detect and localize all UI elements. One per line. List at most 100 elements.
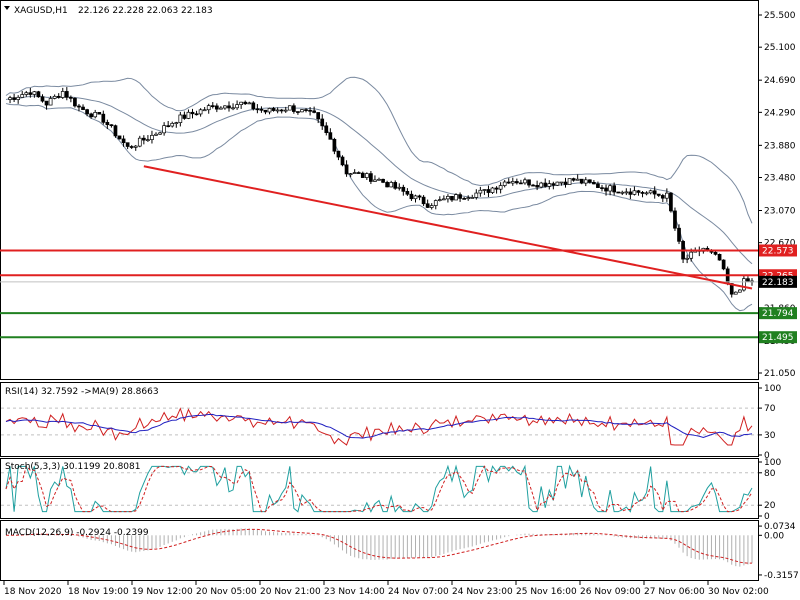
horizontal-levels[interactable] — [0, 249, 758, 339]
candle-body — [214, 105, 219, 110]
level-tag — [759, 307, 797, 320]
candle-body — [324, 125, 329, 133]
candle-body — [178, 114, 183, 123]
candle-body — [519, 182, 523, 185]
candle-body — [20, 94, 25, 98]
candle-body — [486, 189, 491, 193]
candle-body — [308, 109, 312, 112]
candle-body — [636, 190, 641, 193]
candle-body — [665, 192, 669, 199]
level-tag-label: 21.794 — [762, 309, 794, 319]
candle-body — [660, 195, 665, 199]
current-price-tag — [759, 275, 797, 288]
candle-body — [162, 125, 166, 134]
candle-body — [381, 178, 385, 183]
candle-body — [243, 101, 248, 105]
axes: 25.500 25.100 24.690 24.290 23.880 23.480 23.0… — [3, 11, 799, 597]
candle-body — [271, 108, 276, 111]
candle-body — [567, 178, 572, 185]
main-pane[interactable] — [0, 0, 759, 380]
candle-body — [604, 187, 608, 192]
candle-body — [275, 109, 280, 112]
candle-body — [166, 125, 171, 128]
candle-body — [336, 150, 341, 158]
candle-body — [352, 172, 357, 175]
candle-body — [251, 102, 256, 110]
candle-body — [340, 156, 345, 166]
rsi-tick-label: 70 — [764, 404, 776, 414]
time-tick-label: 19 Nov 12:00 — [132, 587, 193, 597]
candle-body — [510, 181, 515, 184]
candle-body — [575, 178, 580, 181]
candle-body — [482, 189, 487, 191]
ohlc-values: 22.126 22.228 22.063 22.183 — [78, 6, 213, 16]
candle-body — [146, 139, 150, 141]
candle-body — [490, 187, 495, 193]
candle-body — [279, 109, 284, 112]
candle-body — [612, 185, 617, 193]
candle-body — [77, 105, 81, 108]
candle-body — [296, 111, 300, 113]
candle-body — [235, 104, 239, 109]
candle-body — [73, 97, 77, 107]
candle-body — [44, 100, 49, 106]
stoch-label: Stoch(5,3,3) 30.1199 20.8081 — [5, 462, 140, 472]
candle-body — [506, 181, 511, 184]
bollinger-middle — [5, 95, 753, 265]
candle-body — [592, 182, 596, 185]
candle-body — [596, 183, 600, 188]
candle-body — [446, 196, 450, 200]
stoch-tick-label: 80 — [764, 469, 776, 479]
candle-body — [389, 182, 394, 188]
time-tick-label: 27 Nov 06:00 — [644, 587, 705, 597]
candle-body — [89, 113, 93, 118]
candle-body — [433, 200, 438, 206]
candle-body — [742, 278, 746, 291]
candle-body — [733, 291, 738, 295]
candle-body — [454, 194, 458, 201]
time-tick-label: 20 Nov 21:00 — [260, 587, 321, 597]
dropdown-triangle-icon[interactable] — [4, 6, 10, 10]
candle-body — [514, 181, 519, 184]
time-tick-label: 23 Nov 14:00 — [324, 587, 385, 597]
time-tick-label: 18 Nov 19:00 — [68, 587, 129, 597]
candle-body — [40, 96, 45, 102]
trendline[interactable] — [143, 165, 753, 290]
candle-body — [466, 197, 471, 200]
candle-body — [551, 183, 556, 186]
price-tick-label: 23.480 — [764, 174, 796, 184]
candle-body — [470, 197, 475, 199]
candle-body — [283, 109, 288, 112]
candle-body — [360, 172, 365, 178]
candle-body — [713, 251, 718, 255]
rsi-pane[interactable] — [0, 382, 759, 457]
candle-body — [332, 138, 337, 152]
candle-body — [210, 105, 215, 107]
stoch-pane[interactable] — [0, 458, 759, 519]
candle-body — [227, 105, 231, 109]
macd-tick-label: -0.3157 — [764, 571, 799, 581]
candle-body — [60, 91, 65, 98]
candle-body — [587, 179, 592, 183]
macd-tick-label: 0.0734 — [764, 522, 796, 532]
time-tick-label: 20 Nov 05:00 — [196, 587, 257, 597]
rsi-ma-line — [5, 413, 753, 439]
candle-body — [320, 118, 325, 127]
rsi-tick-label: 0 — [764, 451, 770, 461]
candle-body — [28, 92, 33, 95]
stoch-tick-label: 100 — [764, 458, 781, 468]
candle-body — [101, 113, 106, 123]
candle-body — [547, 183, 552, 187]
candle-body — [219, 107, 223, 110]
candle-body — [231, 107, 235, 110]
candle-body — [81, 106, 85, 110]
candle-body — [247, 102, 252, 105]
level-tag — [759, 331, 797, 344]
candle-body — [24, 92, 29, 95]
time-tick-label: 24 Nov 23:00 — [452, 587, 513, 597]
macd-label: MACD(12,26,9) -0.2924 -0.2399 — [5, 528, 149, 538]
candle-body — [624, 191, 629, 194]
candle-body — [409, 193, 414, 200]
bollinger-lower — [5, 103, 753, 312]
